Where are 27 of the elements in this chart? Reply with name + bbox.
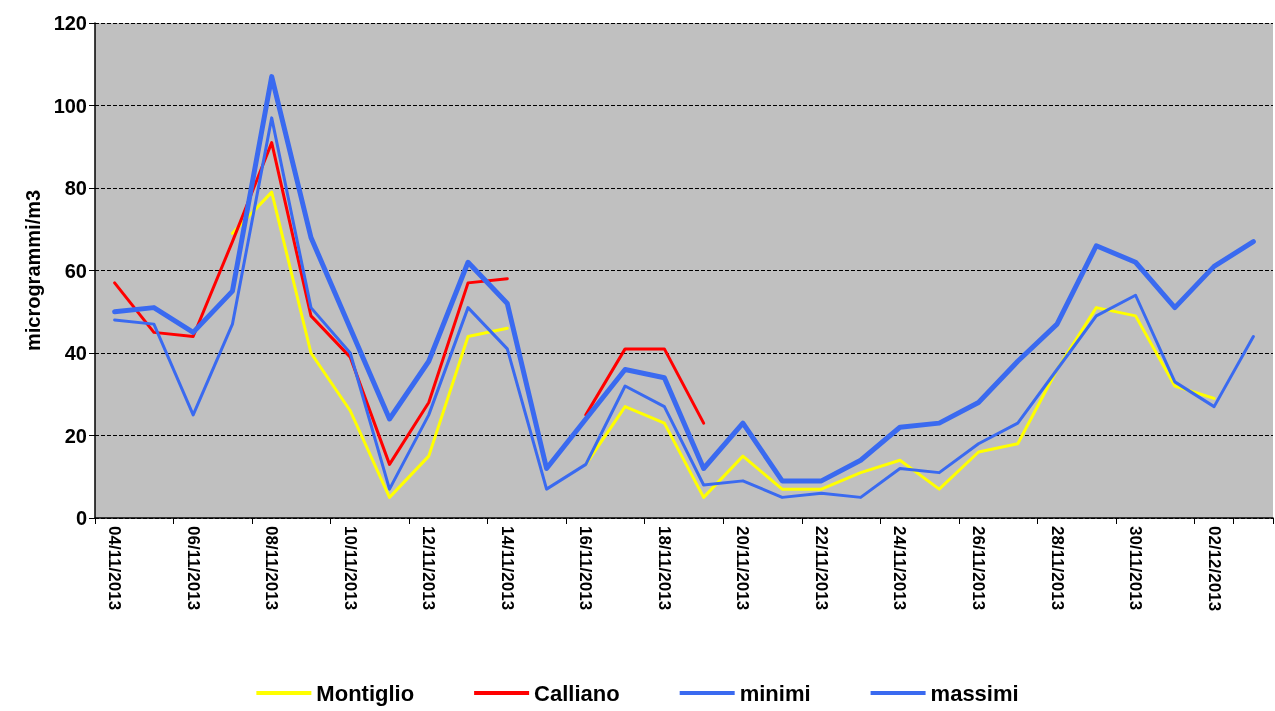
y-tick-label: 20	[64, 424, 87, 447]
x-tick-label: 28/11/2013	[1047, 526, 1067, 611]
legend-label: minimi	[739, 680, 811, 706]
x-tick-label: 02/12/2013	[1204, 526, 1224, 612]
x-tick-label: 12/11/2013	[419, 526, 439, 611]
y-tick-label: 0	[75, 507, 87, 529]
x-tick-label: 20/11/2013	[733, 526, 753, 611]
y-axis-title: microgrammi/m3	[21, 189, 44, 352]
x-tick-label: 16/11/2013	[576, 526, 596, 611]
x-tick-label: 24/11/2013	[890, 526, 910, 611]
x-tick-label: 18/11/2013	[654, 526, 674, 611]
y-tick-label: 120	[53, 12, 87, 34]
y-tick-label: 40	[64, 342, 87, 364]
x-tick-label: 22/11/2013	[811, 526, 831, 611]
x-tick-label: 14/11/2013	[497, 526, 517, 611]
y-tick-label: 100	[53, 94, 87, 117]
x-tick-label: 08/11/2013	[262, 526, 282, 611]
x-tick-label: 06/11/2013	[183, 526, 203, 611]
legend-label: massimi	[930, 680, 1019, 706]
legend-label: Montiglio	[316, 680, 415, 706]
y-tick-label: 60	[64, 259, 87, 282]
legend-label: Calliano	[534, 680, 620, 706]
x-tick-label: 26/11/2013	[969, 526, 988, 611]
x-tick-label: 10/11/2013	[340, 526, 360, 611]
y-tick-label: 80	[64, 177, 87, 199]
x-tick-label: 30/11/2013	[1126, 526, 1146, 611]
x-tick-label: 04/11/2013	[105, 526, 125, 611]
